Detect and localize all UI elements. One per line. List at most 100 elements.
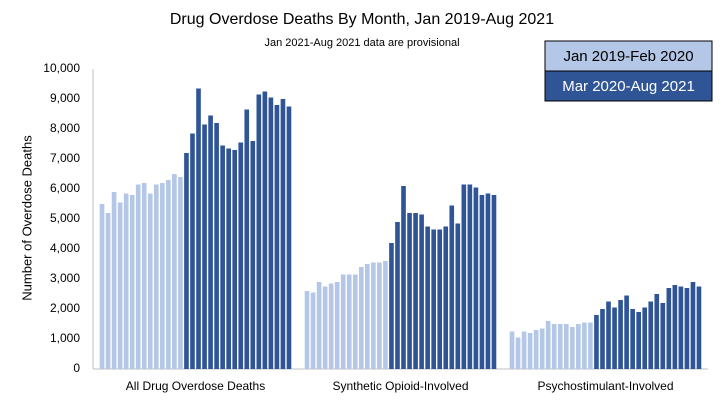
- y-tick-label: 1,000: [50, 331, 80, 345]
- bar: [407, 213, 412, 369]
- bar: [178, 177, 183, 369]
- bar: [624, 295, 629, 369]
- bar: [515, 337, 521, 369]
- bar: [358, 267, 364, 369]
- bar: [606, 301, 611, 369]
- bar: [190, 133, 195, 369]
- bar: [238, 142, 244, 369]
- bar: [521, 331, 527, 369]
- bar: [334, 282, 340, 369]
- bar: [389, 243, 394, 369]
- bar: [491, 195, 497, 369]
- bar: [660, 303, 666, 369]
- bar: [99, 204, 105, 369]
- bar: [304, 291, 310, 369]
- bar: [443, 226, 449, 369]
- bar: [208, 115, 213, 369]
- y-tick-label: 3,000: [50, 271, 80, 285]
- bar: [352, 274, 358, 369]
- bar: [256, 94, 262, 369]
- bar: [214, 123, 219, 369]
- bar: [582, 322, 587, 369]
- bar: [696, 286, 702, 369]
- bar: [395, 222, 400, 369]
- bar: [286, 106, 292, 369]
- bar: [377, 262, 382, 369]
- bar: [322, 286, 328, 369]
- bar: [147, 193, 153, 369]
- bar: [111, 192, 117, 369]
- bar: [262, 91, 268, 369]
- bar: [437, 229, 443, 369]
- bar: [160, 183, 165, 369]
- bar: [226, 148, 231, 369]
- bar: [250, 141, 256, 369]
- bar: [280, 99, 286, 369]
- bar: [588, 322, 593, 369]
- bar: [563, 324, 569, 369]
- bar: [576, 324, 581, 369]
- bar: [539, 328, 545, 369]
- bar: [232, 150, 238, 369]
- bar: [630, 309, 635, 369]
- bar: [594, 315, 599, 369]
- bar: [268, 97, 274, 369]
- bar: [654, 294, 660, 369]
- bar: [612, 307, 617, 369]
- bar: [166, 180, 171, 369]
- bar: [328, 283, 334, 369]
- bar: [153, 184, 159, 369]
- bar: [678, 286, 684, 369]
- y-axis-label: Number of Overdose Deaths: [19, 135, 34, 301]
- legend-label: Jan 2019-Feb 2020: [563, 48, 693, 65]
- x-tick-label: Synthetic Opioid-Involved: [332, 379, 468, 393]
- bar: [310, 292, 316, 369]
- legend-box: [544, 40, 713, 72]
- bar: [172, 174, 177, 369]
- bar: [196, 88, 201, 369]
- bar: [557, 324, 563, 369]
- bar: [365, 264, 370, 369]
- bar: [672, 285, 678, 369]
- x-tick-label: Psychostimulant-Involved: [537, 379, 673, 393]
- bar: [129, 195, 135, 369]
- bar: [135, 184, 141, 369]
- bar: [244, 109, 250, 369]
- bar: [383, 261, 388, 369]
- bar: [485, 193, 491, 369]
- legend-label: Mar 2020-Aug 2021: [562, 78, 695, 95]
- bar: [105, 213, 111, 369]
- bar: [545, 321, 551, 369]
- chart-title: Drug Overdose Deaths By Month, Jan 2019-…: [170, 11, 554, 28]
- bar: [600, 309, 605, 369]
- bar: [141, 183, 147, 369]
- bar: [419, 214, 424, 369]
- bar: [479, 195, 485, 369]
- bar: [666, 288, 672, 369]
- bar: [533, 330, 539, 369]
- bar: [690, 282, 696, 369]
- y-tick-label: 6,000: [50, 181, 80, 195]
- y-tick-label: 8,000: [50, 121, 80, 135]
- bar: [316, 282, 322, 369]
- bar: [642, 307, 648, 369]
- bar: [461, 184, 467, 369]
- bar: [413, 213, 418, 369]
- bar: [401, 186, 406, 369]
- bar: [527, 333, 533, 369]
- bar: [570, 327, 575, 369]
- legend-box: [544, 70, 713, 102]
- y-tick-label: 0: [73, 361, 80, 375]
- y-tick-label: 7,000: [50, 151, 80, 165]
- y-tick-label: 5,000: [50, 211, 80, 225]
- bar: [648, 301, 654, 369]
- y-tick-label: 10,000: [43, 61, 80, 75]
- bar: [551, 324, 557, 369]
- bar: [425, 226, 430, 369]
- bar: [455, 223, 461, 369]
- x-tick-label: All Drug Overdose Deaths: [126, 379, 265, 393]
- y-tick-label: 4,000: [50, 241, 80, 255]
- bar: [274, 105, 280, 369]
- y-tick-label: 9,000: [50, 91, 80, 105]
